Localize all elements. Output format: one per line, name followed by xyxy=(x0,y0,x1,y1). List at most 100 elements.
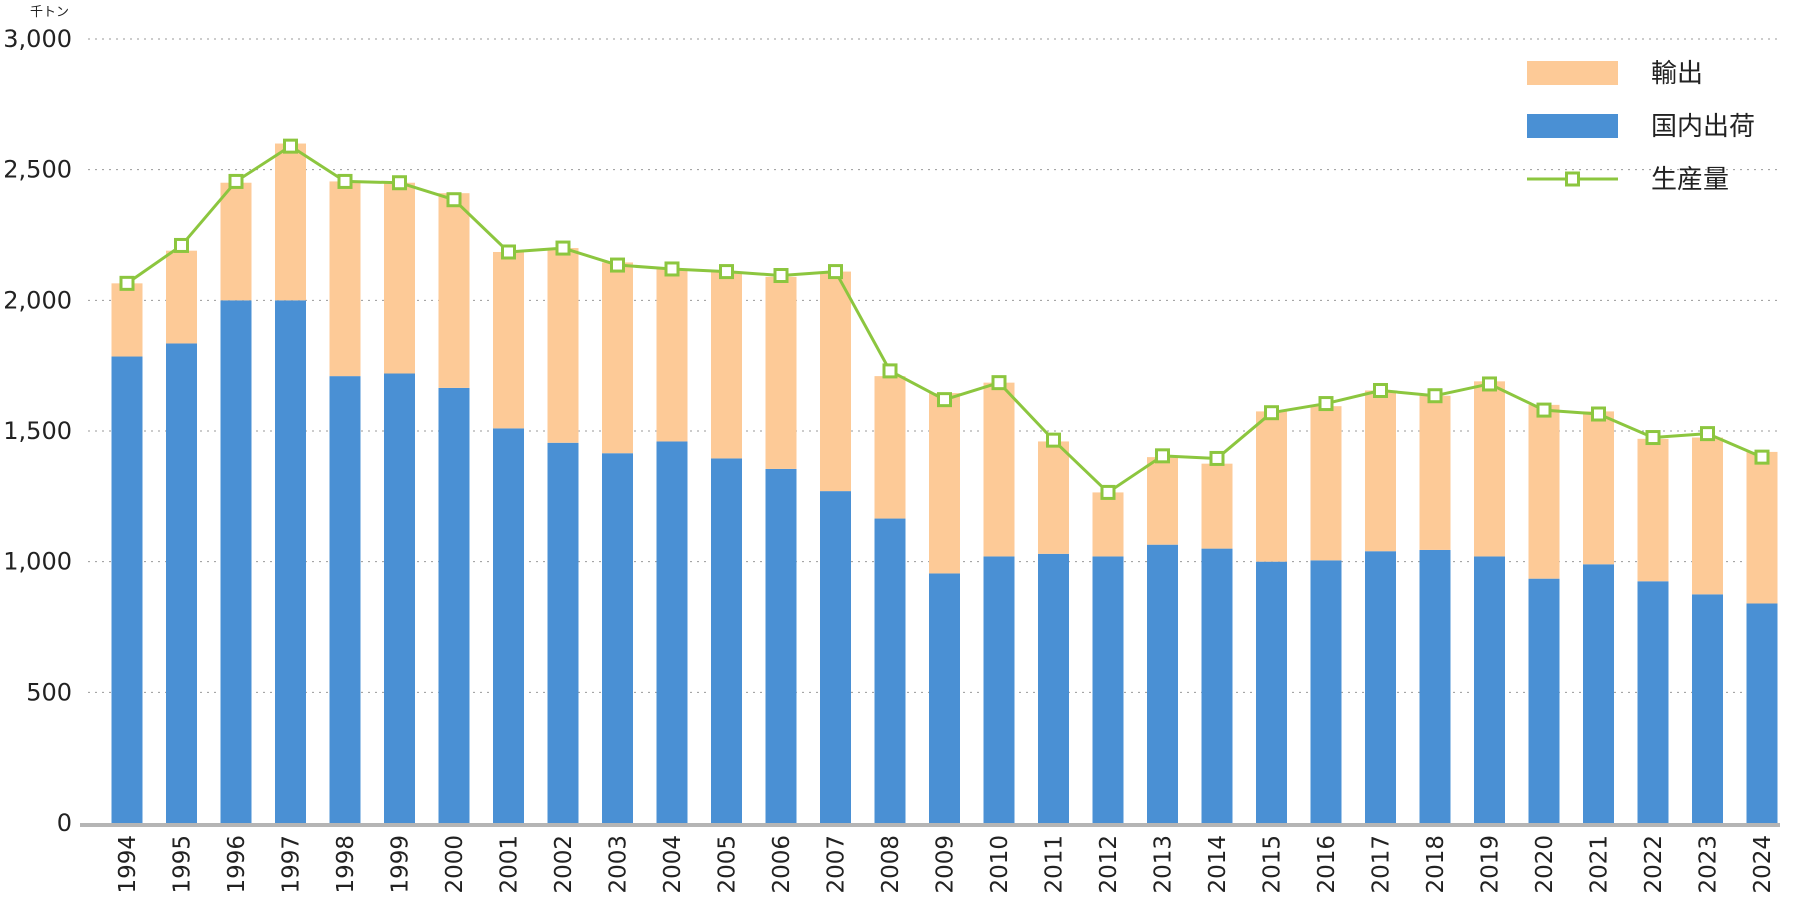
bar-domestic-2015 xyxy=(1256,561,1287,823)
x-tick-label: 2019 xyxy=(1478,835,1504,894)
axes: 0 500 1,000 1,500 2,000 2,500 3,000 1994 1995 199… xyxy=(3,25,1780,894)
production-point-2020 xyxy=(1536,402,1552,418)
legend-swatch xyxy=(1527,114,1618,138)
bar-domestic-2010 xyxy=(983,556,1015,823)
bar-export-1996 xyxy=(220,182,252,301)
bar-domestic-2004 xyxy=(656,441,688,823)
production-point-2007 xyxy=(828,264,843,280)
production-point-2005 xyxy=(719,264,734,280)
bar-domestic-1999 xyxy=(384,373,415,823)
x-tick-label: 1996 xyxy=(224,835,250,894)
bar-domestic-2002 xyxy=(547,442,579,823)
x-tick-label: 1998 xyxy=(333,835,359,894)
bar-export-2009 xyxy=(929,393,960,574)
bar-domestic-2013 xyxy=(1147,544,1178,823)
production-point-1995 xyxy=(174,237,189,253)
bar-domestic-2007 xyxy=(820,491,851,823)
bar-domestic-2009 xyxy=(929,573,960,823)
bar-export-2011 xyxy=(1038,441,1069,554)
production-point-2010 xyxy=(991,375,1007,391)
production-point-2003 xyxy=(610,257,625,273)
bar-export-2023 xyxy=(1692,437,1723,595)
y-tick-label: 2,000 xyxy=(3,286,72,314)
x-tick-label: 2003 xyxy=(606,835,632,894)
legend-label: 輸出 xyxy=(1651,59,1703,89)
production-point-1998 xyxy=(337,173,353,189)
x-tick-label: 2004 xyxy=(660,835,686,894)
bar-export-1995 xyxy=(166,250,197,344)
bar-domestic-2005 xyxy=(711,458,742,823)
production-point-1997 xyxy=(283,138,298,154)
bar-export-2016 xyxy=(1310,406,1342,561)
bar-export-1998 xyxy=(329,181,361,377)
production-point-2017 xyxy=(1373,382,1388,398)
x-tick-label: 2012 xyxy=(1096,835,1122,894)
production-point-2018 xyxy=(1427,388,1443,404)
x-tick-label: 2013 xyxy=(1151,835,1177,894)
production-point-2009 xyxy=(937,392,952,408)
bar-domestic-1997 xyxy=(275,300,306,823)
bar-domestic-1998 xyxy=(329,376,361,823)
production-point-2006 xyxy=(773,268,789,284)
bar-export-1994 xyxy=(111,283,143,357)
production-point-2001 xyxy=(501,244,516,260)
bar-domestic-2014 xyxy=(1201,548,1233,823)
bar-export-2007 xyxy=(820,271,851,492)
production-point-2002 xyxy=(555,240,571,256)
x-tick-label: 2018 xyxy=(1423,835,1449,894)
y-tick-label: 500 xyxy=(26,678,72,706)
y-tick-label: 3,000 xyxy=(3,25,72,53)
x-tick-label: 2008 xyxy=(878,835,904,894)
production-point-2016 xyxy=(1318,396,1334,412)
bar-export-2013 xyxy=(1147,457,1178,545)
production-point-2012 xyxy=(1100,484,1116,500)
x-tick-label: 2002 xyxy=(551,835,577,894)
x-tick-label: 2014 xyxy=(1205,835,1231,894)
bar-export-2000 xyxy=(438,193,470,388)
bar-export-1999 xyxy=(384,182,415,374)
x-tick-label: 2011 xyxy=(1042,835,1068,894)
bar-domestic-2006 xyxy=(765,468,797,823)
legend-label: 生産量 xyxy=(1651,165,1729,195)
production-point-2023 xyxy=(1700,426,1715,442)
bar-export-2006 xyxy=(765,276,797,469)
bar-export-2022 xyxy=(1637,438,1669,582)
bar-export-2002 xyxy=(547,248,579,443)
bar-domestic-2000 xyxy=(438,387,470,823)
bar-export-2012 xyxy=(1092,492,1124,557)
x-tick-label: 1995 xyxy=(170,835,196,894)
production-point-2015 xyxy=(1264,405,1279,421)
bar-domestic-2016 xyxy=(1310,560,1342,823)
legend-label: 国内出荷 xyxy=(1651,112,1755,142)
x-tick-label: 2001 xyxy=(497,835,523,894)
x-tick-label: 2005 xyxy=(715,835,741,894)
production-point-2013 xyxy=(1155,448,1170,464)
bar-export-2018 xyxy=(1419,395,1451,550)
y-tick-label: 1,000 xyxy=(3,548,72,576)
production-point-2021 xyxy=(1591,406,1606,422)
production-point-2000 xyxy=(446,192,462,208)
y-axis-unit-label: 千トン xyxy=(30,5,69,20)
production-line xyxy=(119,138,1770,500)
production-point-1996 xyxy=(228,173,244,189)
bar-domestic-2023 xyxy=(1692,594,1723,823)
bar-domestic-2018 xyxy=(1419,549,1451,823)
x-tick-label: 2009 xyxy=(933,835,959,894)
bar-domestic-2020 xyxy=(1528,578,1560,823)
x-tick-label: 2022 xyxy=(1641,835,1667,894)
production-point-1994 xyxy=(119,275,135,291)
bar-export-2005 xyxy=(711,271,742,459)
bar-export-2003 xyxy=(602,262,633,454)
bar-export-2004 xyxy=(656,268,688,442)
y-tick-label: 1,500 xyxy=(3,417,72,445)
x-tick-label: 2017 xyxy=(1369,835,1395,894)
bar-domestic-2003 xyxy=(602,453,633,823)
legend-swatch xyxy=(1527,61,1618,85)
production-point-2011 xyxy=(1046,432,1061,448)
bar-domestic-2008 xyxy=(874,518,906,823)
bar-export-2021 xyxy=(1583,411,1614,565)
production-point-2019 xyxy=(1482,376,1497,392)
bar-domestic-1996 xyxy=(220,300,252,823)
x-tick-label: 2016 xyxy=(1314,835,1340,894)
